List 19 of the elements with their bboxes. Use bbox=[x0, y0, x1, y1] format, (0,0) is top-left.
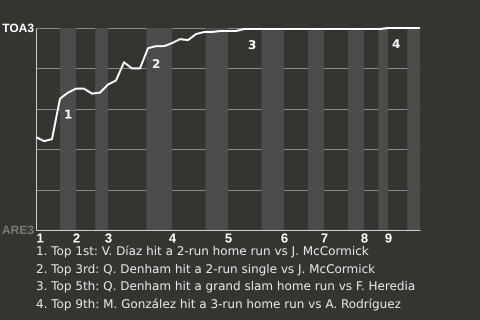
text: ARE3 bbox=[2, 223, 34, 237]
annotation: 1 bbox=[64, 108, 72, 122]
text: 2. Top 3rd: Q. Denham hit a 2-run single vs J. McCormick bbox=[36, 260, 376, 278]
x-tick-label: 4 bbox=[168, 230, 177, 246]
text: 1. Top 1st: V. Díaz hit a 2-run home run vs J. McCormick bbox=[36, 244, 369, 258]
text: 4. Top 9th: M. González hit a 3-run home run vs A. Rodríguez bbox=[36, 296, 402, 313]
annotation: 2 bbox=[152, 57, 160, 72]
x-tick-label: 9 bbox=[384, 230, 392, 246]
x-tick-label: 1 bbox=[36, 230, 44, 246]
annotation: 3 bbox=[248, 38, 256, 52]
x-tick-label: 3 bbox=[104, 230, 112, 246]
x-tick-label: 6 bbox=[280, 230, 288, 246]
annotation: 4 bbox=[392, 37, 400, 51]
text: 3. Top 5th: Q. Denham hit a grand slam home run vs F. Heredia bbox=[36, 278, 416, 296]
x-tick-label: 2 bbox=[72, 230, 80, 246]
x-tick-label: 5 bbox=[224, 230, 232, 246]
x-tick-label: 8 bbox=[360, 230, 368, 246]
text: TOA3 bbox=[2, 21, 34, 35]
x-tick-label: 7 bbox=[320, 230, 328, 246]
